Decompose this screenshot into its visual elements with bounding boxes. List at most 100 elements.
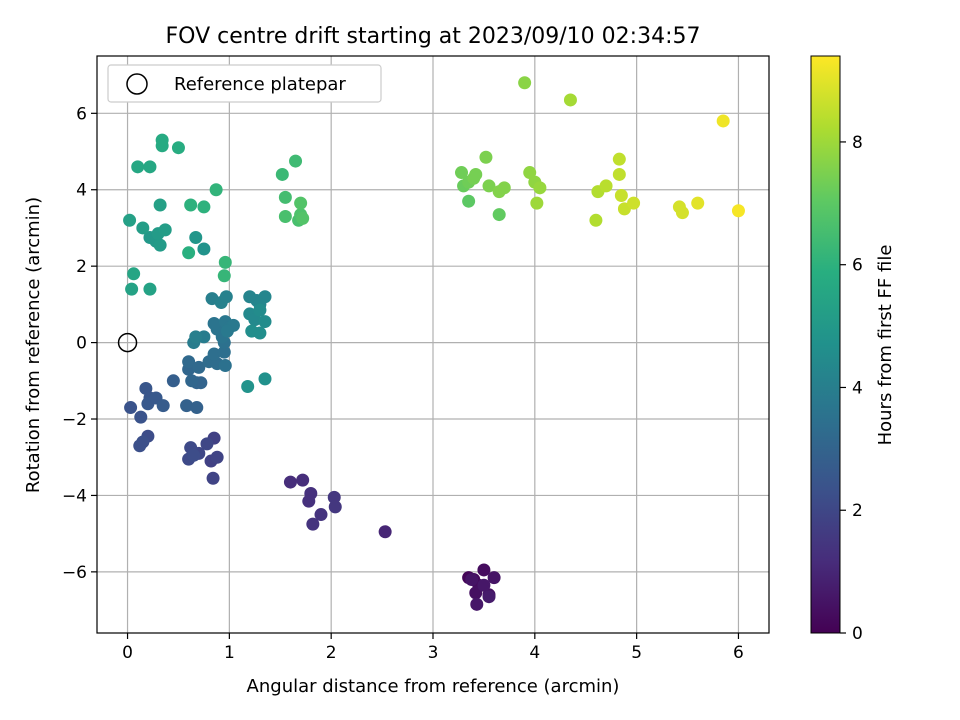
scatter-point [278, 209, 292, 223]
scatter-point [675, 206, 689, 220]
scatter-point [200, 437, 214, 451]
scatter-point [192, 360, 206, 374]
scatter-point [136, 221, 150, 235]
scatter-point [497, 181, 511, 195]
scatter-point [219, 290, 233, 304]
scatter-point [153, 238, 167, 252]
scatter-point [209, 183, 223, 197]
colorbar-tick-label: 2 [852, 501, 863, 521]
y-tick-label: −6 [62, 563, 87, 583]
scatter-point [455, 166, 469, 180]
legend-label: Reference platepar [174, 74, 346, 95]
scatter-point [302, 494, 316, 508]
scatter-point [171, 141, 185, 155]
legend-box [107, 64, 382, 103]
scatter-point [294, 196, 308, 210]
scatter-point [187, 448, 201, 462]
x-tick-label: 2 [326, 643, 337, 663]
scatter-point [253, 303, 267, 317]
chart-title: FOV centre drift starting at 2023/09/10 … [166, 24, 701, 49]
scatter-point [190, 401, 204, 415]
colorbar-label: Hours from first FF file [875, 245, 896, 446]
scatter-point [530, 196, 544, 210]
scatter-point [153, 198, 167, 212]
scatter-point [127, 267, 141, 281]
colorbar-tick-label: 0 [852, 624, 863, 644]
scatter-point [258, 315, 272, 329]
scatter-point [241, 380, 255, 394]
scatter-point [470, 597, 484, 611]
scatter-point [143, 282, 157, 296]
scatter-point [253, 326, 267, 340]
scatter-point [197, 242, 211, 256]
colorbar: 0 2 4 6 8 Hours from first FF file [810, 55, 896, 644]
scatter-point [314, 508, 328, 522]
x-tick-label: 0 [122, 643, 133, 663]
x-tick-label: 6 [733, 643, 744, 663]
y-tick-label: 2 [76, 257, 87, 277]
colorbar-tick-label: 8 [852, 133, 863, 153]
y-axis-ticks: −6 −4 −2 0 2 4 6 [62, 104, 97, 583]
scatter-point [218, 359, 232, 373]
scatter-point [184, 198, 198, 212]
scatter-point [283, 475, 297, 489]
scatter-point [185, 374, 199, 388]
colorbar-ticks: 0 2 4 6 8 [840, 133, 863, 644]
scatter-point [289, 154, 303, 168]
y-tick-label: 4 [76, 181, 87, 201]
scatter-point [134, 410, 148, 424]
scatter-point [378, 525, 392, 539]
scatter-point [599, 179, 613, 193]
scatter-point [206, 471, 220, 485]
scatter-point [563, 93, 577, 107]
scatter-point [462, 194, 476, 208]
scatter-point [518, 76, 532, 90]
scatter-point [306, 517, 320, 531]
y-tick-label: 6 [76, 104, 87, 124]
scatter-point [125, 282, 139, 296]
x-tick-label: 5 [631, 643, 642, 663]
y-tick-label: −4 [62, 486, 87, 506]
scatter-point [477, 578, 491, 592]
scatter-point [482, 179, 496, 193]
scatter-point [217, 345, 231, 359]
scatter-point [296, 211, 310, 225]
scatter-point [533, 181, 547, 195]
scatter-point [612, 167, 626, 181]
x-tick-label: 3 [428, 643, 439, 663]
scatter-point [123, 213, 137, 227]
scatter-point [275, 167, 289, 181]
scatter-point [182, 355, 196, 369]
y-tick-label: 0 [76, 334, 87, 354]
scatter-point [155, 133, 169, 147]
colorbar-tick-label: 4 [852, 378, 863, 398]
scatter-point [477, 563, 491, 577]
scatter-point [207, 316, 221, 330]
scatter-point [217, 269, 231, 283]
scatter-point [589, 213, 603, 227]
scatter-point [492, 208, 506, 222]
scatter-point [296, 473, 310, 487]
scatter-point [258, 372, 272, 386]
scatter-point [197, 200, 211, 214]
scatter-point [469, 167, 483, 181]
scatter-point [716, 114, 730, 128]
scatter-point [143, 160, 157, 174]
scatter-point [189, 231, 203, 245]
scatter-point [218, 255, 232, 269]
scatter-point [156, 399, 170, 413]
grid-lines [97, 56, 769, 633]
scatter-point [469, 586, 483, 600]
scatter-point [487, 571, 501, 585]
scatter-point [479, 150, 493, 164]
x-tick-label: 4 [529, 643, 540, 663]
scatter-points [123, 76, 745, 611]
scatter-point [133, 439, 147, 453]
x-axis-ticks: 0 1 2 3 4 5 6 [122, 633, 744, 663]
scatter-point [691, 196, 705, 210]
scatter-point [482, 590, 496, 604]
scatter-point [158, 223, 172, 237]
legend: Reference platepar [107, 64, 382, 103]
scatter-point [328, 500, 342, 514]
